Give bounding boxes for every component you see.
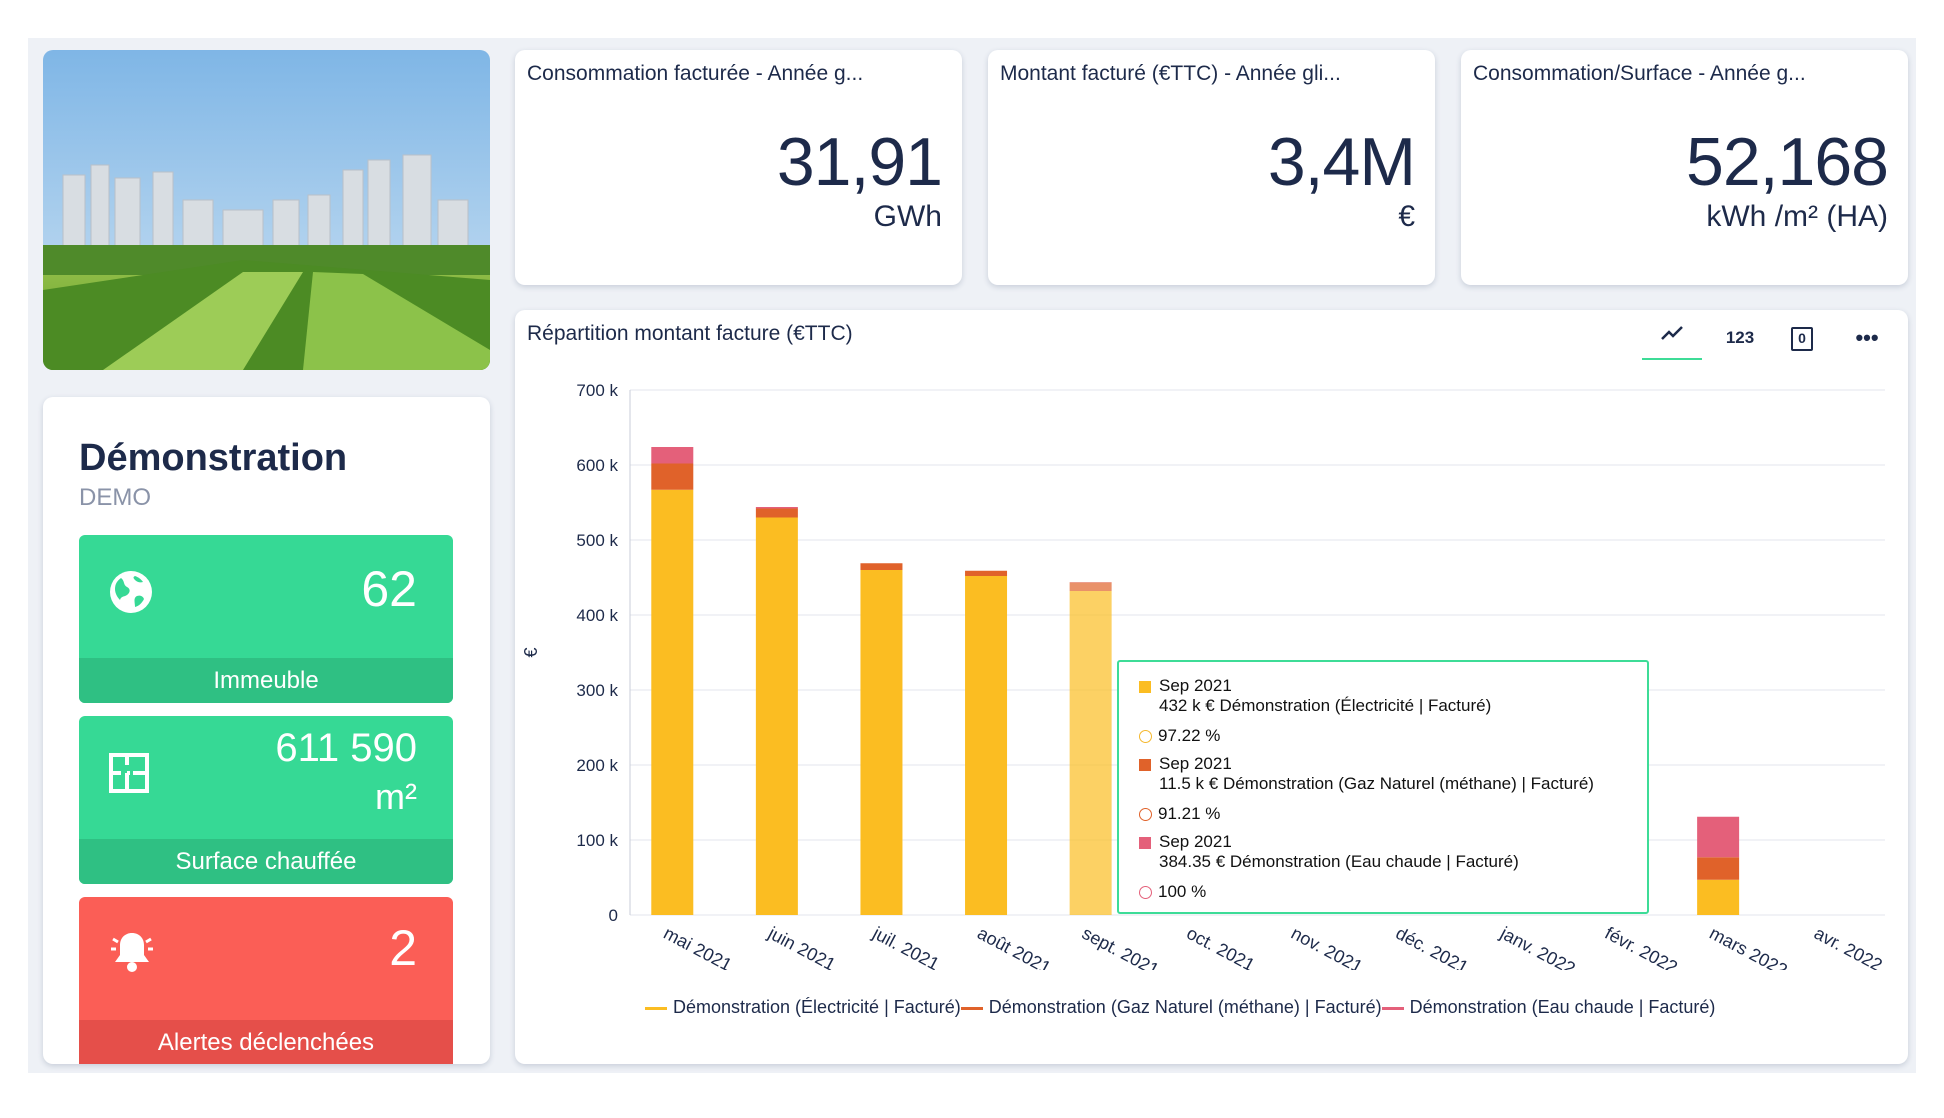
legend-swatch bbox=[961, 1007, 983, 1010]
x-tick-label: mars 2022 bbox=[1706, 923, 1790, 970]
globe-icon bbox=[107, 568, 155, 621]
legend-swatch bbox=[1382, 1007, 1404, 1010]
percent-icon bbox=[1139, 730, 1152, 743]
bar-segment bbox=[1697, 857, 1739, 880]
bar-segment bbox=[756, 509, 798, 518]
floorplan-icon bbox=[107, 751, 151, 800]
tooltip-value: 432 k € Démonstration (Électricité | Fac… bbox=[1139, 696, 1491, 715]
site-photo bbox=[43, 50, 490, 370]
tooltip-percent: 91.21 % bbox=[1158, 804, 1220, 823]
site-card: Démonstration DEMO 62 Immeuble 611 590 m… bbox=[43, 397, 490, 1064]
kpi-card-consumption-surface[interactable]: Consommation/Surface - Année g... 52,168… bbox=[1461, 50, 1908, 285]
surface-label: Surface chauffée bbox=[79, 839, 453, 884]
zero-toggle-label: 0 bbox=[1791, 327, 1813, 351]
tooltip-row-electricity: Sep 2021 432 k € Démonstration (Électric… bbox=[1139, 676, 1491, 716]
site-name: Démonstration bbox=[79, 437, 347, 480]
bar-segment bbox=[756, 507, 798, 509]
kpi-title: Consommation facturée - Année g... bbox=[527, 62, 863, 86]
x-tick-label: sept. 2021 bbox=[1079, 923, 1163, 970]
y-axis-label: € bbox=[521, 647, 541, 657]
bar-segment bbox=[860, 570, 902, 915]
x-tick-label: juil. 2021 bbox=[869, 922, 943, 970]
tooltip-row-gas: Sep 2021 11.5 k € Démonstration (Gaz Nat… bbox=[1139, 754, 1594, 794]
tooltip-pct-row: 97.22 % bbox=[1139, 726, 1220, 746]
kpi-value: 31,91 bbox=[777, 130, 942, 194]
x-tick-label: août 2021 bbox=[974, 923, 1054, 970]
buildings-tile[interactable]: 62 Immeuble bbox=[79, 535, 453, 703]
tooltip-date: Sep 2021 bbox=[1159, 754, 1232, 773]
bar-segment bbox=[651, 447, 693, 464]
bar-segment bbox=[965, 571, 1007, 576]
tooltip-percent: 100 % bbox=[1158, 882, 1206, 901]
legend-item-gas[interactable]: Démonstration (Gaz Naturel (méthane) | F… bbox=[961, 997, 1382, 1018]
tooltip-swatch bbox=[1139, 837, 1151, 849]
surface-value: 611 590 bbox=[275, 726, 417, 771]
y-tick-label: 400 k bbox=[576, 606, 618, 625]
x-tick-label: juin 2021 bbox=[764, 922, 839, 970]
legend-label: Démonstration (Eau chaude | Facturé) bbox=[1410, 997, 1716, 1017]
bell-icon bbox=[107, 927, 157, 982]
legend-swatch bbox=[645, 1007, 667, 1010]
kpi-unit: GWh bbox=[874, 200, 942, 234]
x-tick-label: avr. 2022 bbox=[1811, 923, 1886, 970]
bar-segment bbox=[1697, 880, 1739, 915]
kpi-value: 52,168 bbox=[1686, 130, 1888, 194]
alerts-label: Alertes déclenchées bbox=[79, 1020, 453, 1064]
tooltip-value: 384.35 € Démonstration (Eau chaude | Fac… bbox=[1139, 852, 1519, 871]
tooltip-value: 11.5 k € Démonstration (Gaz Naturel (mét… bbox=[1139, 774, 1594, 793]
alerts-count: 2 bbox=[389, 919, 417, 977]
bar-segment bbox=[860, 563, 902, 570]
bar-segment bbox=[965, 576, 1007, 915]
bar-segment bbox=[756, 518, 798, 916]
chart-title: Répartition montant facture (€TTC) bbox=[527, 322, 853, 346]
bar-segment bbox=[1697, 817, 1739, 858]
percent-icon bbox=[1139, 886, 1152, 899]
bar-segment bbox=[651, 490, 693, 915]
alerts-tile[interactable]: 2 Alertes déclenchées bbox=[79, 897, 453, 1064]
x-tick-label: nov. 2021 bbox=[1288, 923, 1366, 970]
tooltip-percent: 97.22 % bbox=[1158, 726, 1220, 745]
legend-item-hot-water[interactable]: Démonstration (Eau chaude | Facturé) bbox=[1382, 997, 1716, 1018]
tooltip-date: Sep 2021 bbox=[1159, 676, 1232, 695]
y-tick-label: 300 k bbox=[576, 681, 618, 700]
kpi-card-amount[interactable]: Montant facturé (€TTC) - Année gli... 3,… bbox=[988, 50, 1435, 285]
bar-segment bbox=[1070, 582, 1112, 591]
x-tick-label: oct. 2021 bbox=[1183, 923, 1258, 970]
y-tick-label: 500 k bbox=[576, 531, 618, 550]
kpi-unit: kWh /m² (HA) bbox=[1706, 200, 1888, 234]
x-tick-label: mai 2021 bbox=[660, 923, 735, 970]
tooltip-swatch bbox=[1139, 759, 1151, 771]
kpi-unit: € bbox=[1398, 200, 1415, 234]
kpi-title: Consommation/Surface - Année g... bbox=[1473, 62, 1806, 86]
x-tick-label: déc. 2021 bbox=[1392, 923, 1471, 970]
x-tick-label: févr. 2022 bbox=[1602, 923, 1681, 970]
y-tick-label: 700 k bbox=[576, 381, 618, 400]
y-tick-label: 100 k bbox=[576, 831, 618, 850]
tooltip-date: Sep 2021 bbox=[1159, 832, 1232, 851]
tooltip-pct-row: 100 % bbox=[1139, 882, 1206, 902]
legend-item-electricity[interactable]: Démonstration (Électricité | Facturé) bbox=[645, 997, 961, 1018]
bar-segment bbox=[1070, 591, 1112, 915]
tooltip-row-hot-water: Sep 2021 384.35 € Démonstration (Eau cha… bbox=[1139, 832, 1519, 872]
tooltip-pct-row: 91.21 % bbox=[1139, 804, 1220, 824]
tooltip-swatch bbox=[1139, 681, 1151, 693]
surface-tile[interactable]: 611 590 m² Surface chauffée bbox=[79, 716, 453, 884]
legend-label: Démonstration (Électricité | Facturé) bbox=[673, 997, 961, 1017]
chart-legend: Démonstration (Électricité | Facturé) Dém… bbox=[645, 997, 1715, 1018]
kpi-title: Montant facturé (€TTC) - Année gli... bbox=[1000, 62, 1341, 86]
kpi-card-consumption[interactable]: Consommation facturée - Année g... 31,91… bbox=[515, 50, 962, 285]
percent-icon bbox=[1139, 808, 1152, 821]
surface-unit: m² bbox=[375, 776, 417, 818]
y-tick-label: 200 k bbox=[576, 756, 618, 775]
buildings-label: Immeuble bbox=[79, 658, 453, 703]
x-tick-label: janv. 2022 bbox=[1496, 922, 1578, 970]
y-tick-label: 0 bbox=[609, 906, 618, 925]
y-tick-label: 600 k bbox=[576, 456, 618, 475]
chart-tooltip: Sep 2021 432 k € Démonstration (Électric… bbox=[1117, 660, 1649, 914]
bar-segment bbox=[651, 464, 693, 490]
kpi-value: 3,4M bbox=[1268, 130, 1415, 194]
buildings-count: 62 bbox=[361, 560, 417, 618]
site-code: DEMO bbox=[79, 484, 151, 512]
legend-label: Démonstration (Gaz Naturel (méthane) | F… bbox=[989, 997, 1382, 1017]
